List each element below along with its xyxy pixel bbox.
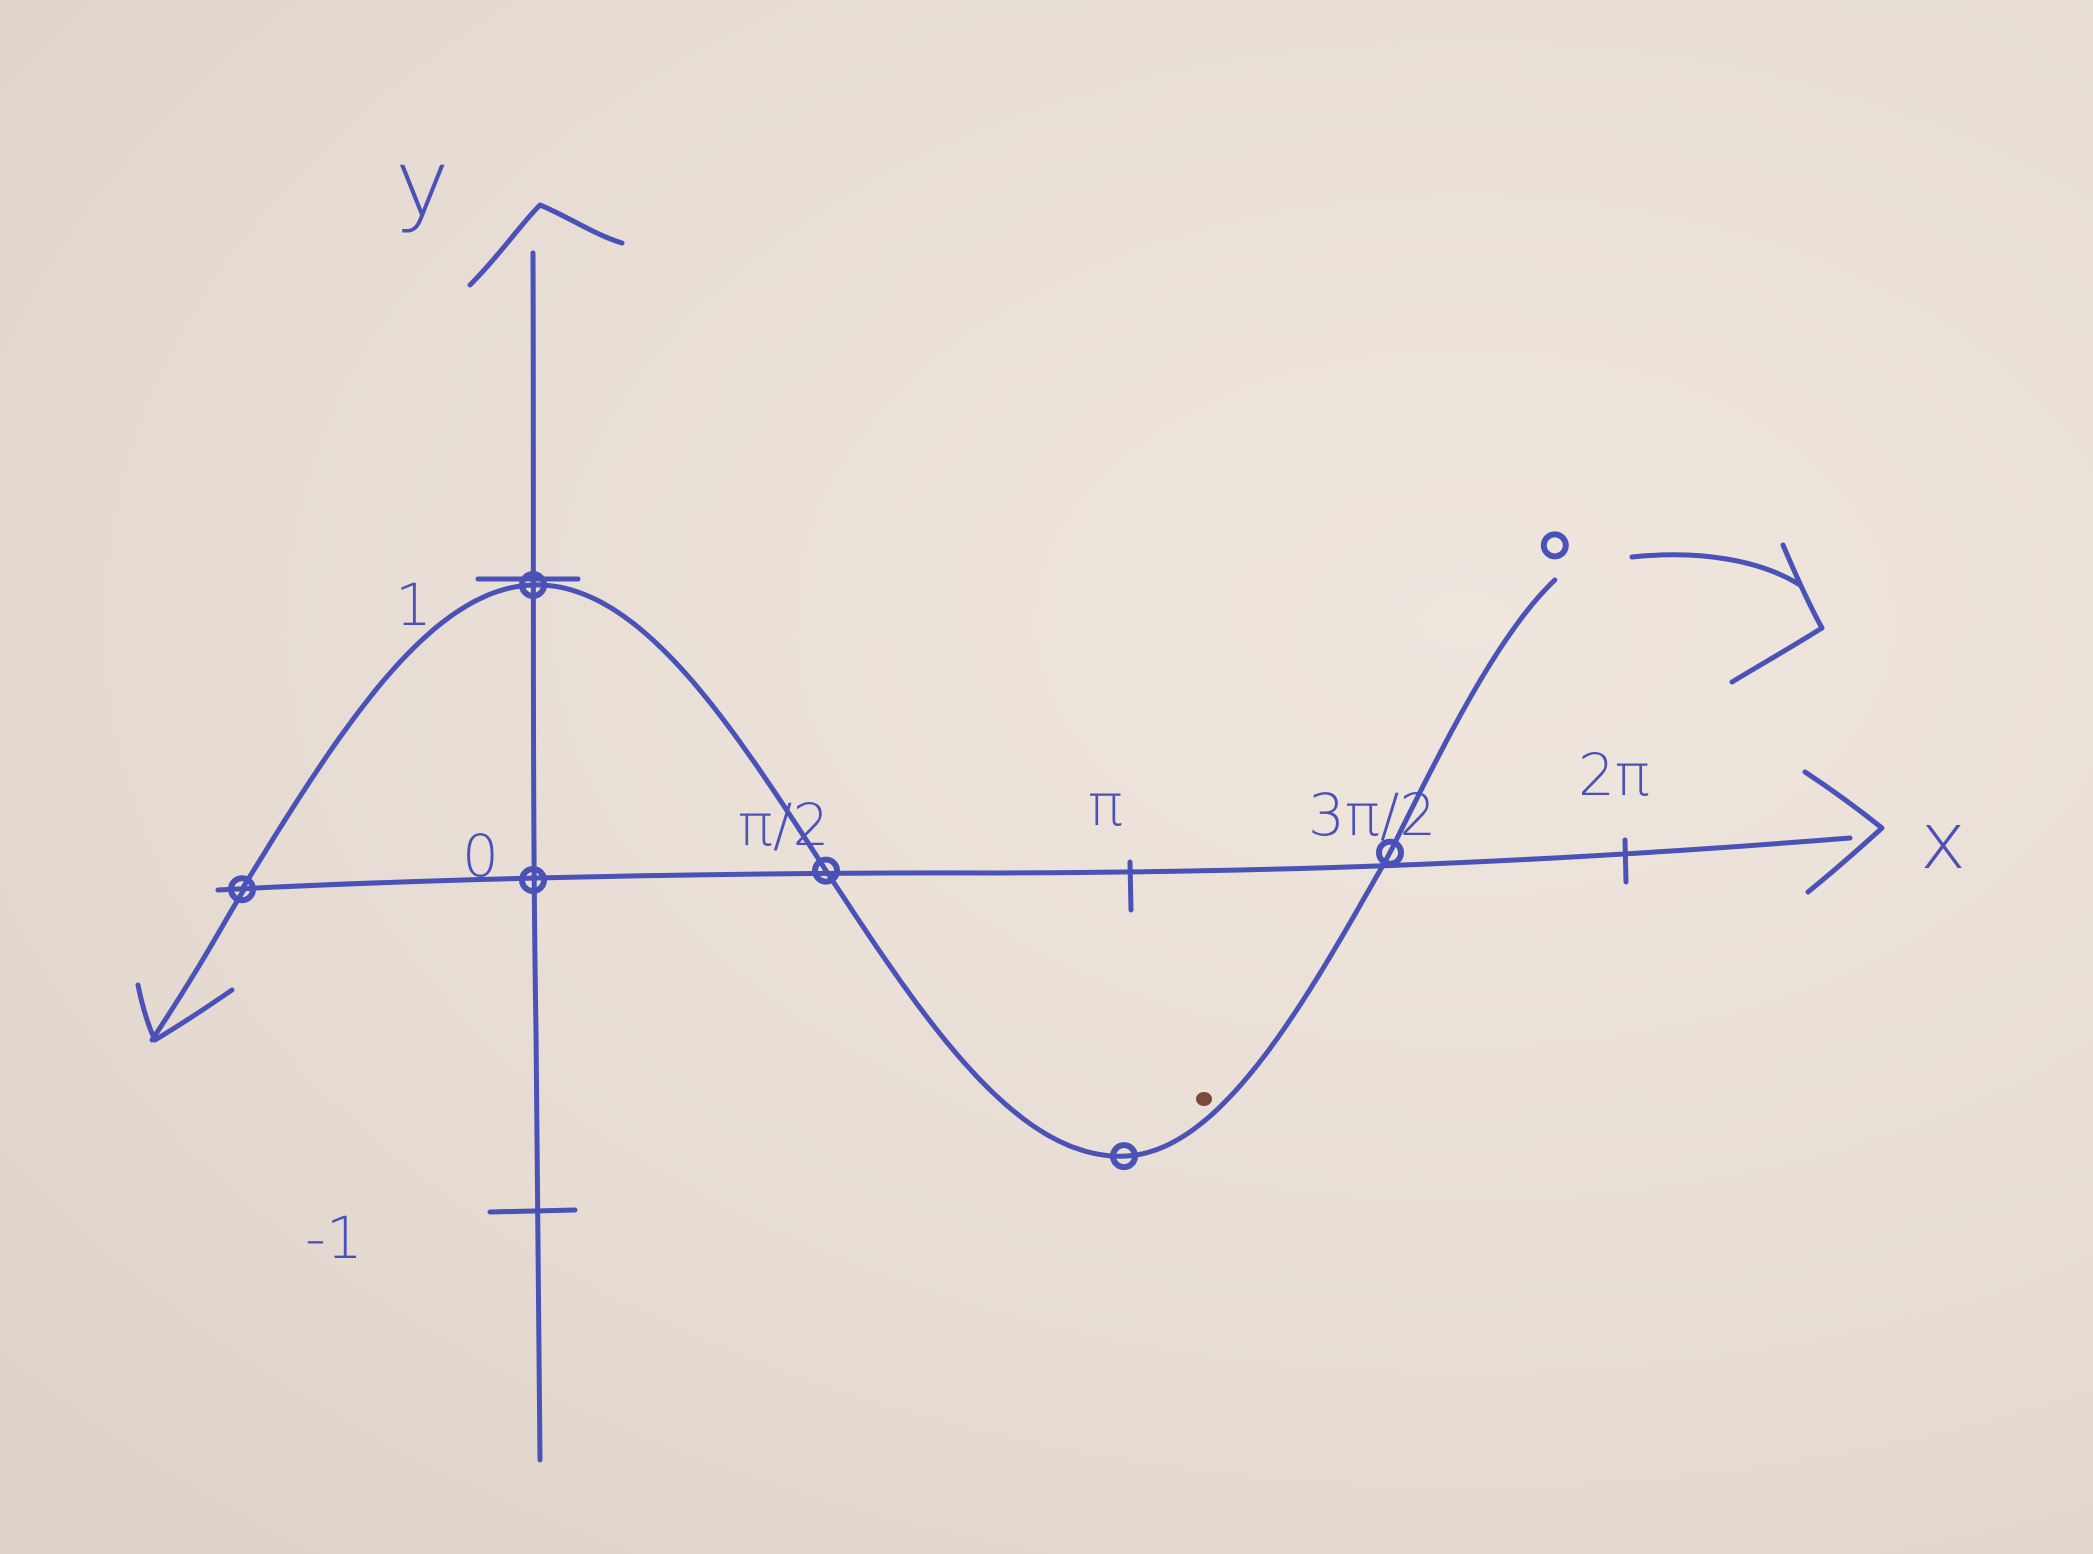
y-tick-mark-neg1	[487, 1207, 578, 1215]
x-axis-arrowhead	[1802, 769, 1885, 895]
cosine-curve	[239, 577, 1558, 1159]
x-tick-label-pi-over-2: π/2	[738, 791, 829, 859]
marked-point	[228, 875, 256, 904]
curve-left-arrow-line	[149, 885, 248, 1043]
y-axis-arrowhead	[467, 202, 625, 288]
marked-point	[519, 571, 547, 599]
curve-right-tail	[1629, 552, 1803, 588]
marked-points	[228, 531, 1569, 1171]
curve-left-arrowhead	[135, 982, 235, 1043]
marked-point	[519, 866, 547, 894]
x-axis-label: x	[1920, 797, 1966, 887]
marked-point	[812, 856, 840, 885]
y-tick-label-neg1: -1	[305, 1204, 363, 1272]
x-tick-mark-2pi	[1622, 837, 1629, 885]
marked-point	[1540, 531, 1569, 560]
x-tick-label-0: 0	[462, 822, 499, 890]
y-tick-label-1: 1	[395, 571, 432, 639]
y-axis-line	[530, 250, 543, 1463]
marked-point	[1376, 838, 1404, 867]
marked-point	[1110, 1142, 1138, 1171]
x-tick-label-2pi: 2π	[1578, 741, 1650, 809]
y-axis-label: y	[395, 130, 449, 237]
x-tick-label-3pi-over-2: 3π/2	[1308, 781, 1436, 849]
curve-right-arrowhead	[1729, 542, 1825, 685]
x-tick-label-pi: π	[1088, 771, 1123, 839]
x-tick-mark-pi	[1127, 859, 1134, 913]
x-axis-line	[215, 835, 1853, 893]
paper-speck	[1196, 1092, 1212, 1106]
